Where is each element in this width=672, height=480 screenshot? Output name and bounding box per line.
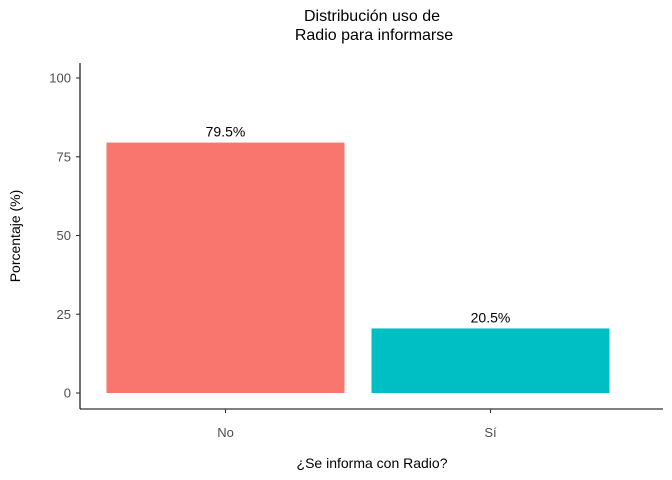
chart-title: Distribución uso de Radio para informars… [295, 8, 453, 44]
bar-2 [371, 328, 610, 393]
y-tick-label-4: 75 [57, 149, 71, 164]
y-axis: 0 25 50 75 100 [49, 63, 81, 409]
x-axis-title: ¿Se informa con Radio? [297, 455, 448, 471]
y-tick-label-5: 100 [49, 71, 71, 86]
data-label-2: 20.5% [471, 309, 511, 325]
chart-title-line-2: Radio para informarse [295, 27, 453, 44]
y-tick-label-2: 25 [57, 307, 71, 322]
x-tick-label-2: Sí [484, 425, 497, 440]
bars-group [106, 142, 610, 393]
bar-1 [106, 142, 345, 393]
y-tick-label-1: 0 [64, 386, 71, 401]
data-labels-group: 79.5% 20.5% [206, 124, 511, 326]
x-tick-label-1: No [217, 425, 234, 440]
data-label-1: 79.5% [206, 124, 246, 140]
chart-title-line-1: Distribución uso de [304, 8, 440, 25]
y-axis-title: Porcentaje (%) [7, 190, 23, 283]
x-axis: No Sí [80, 408, 663, 440]
y-tick-label-3: 50 [57, 228, 71, 243]
